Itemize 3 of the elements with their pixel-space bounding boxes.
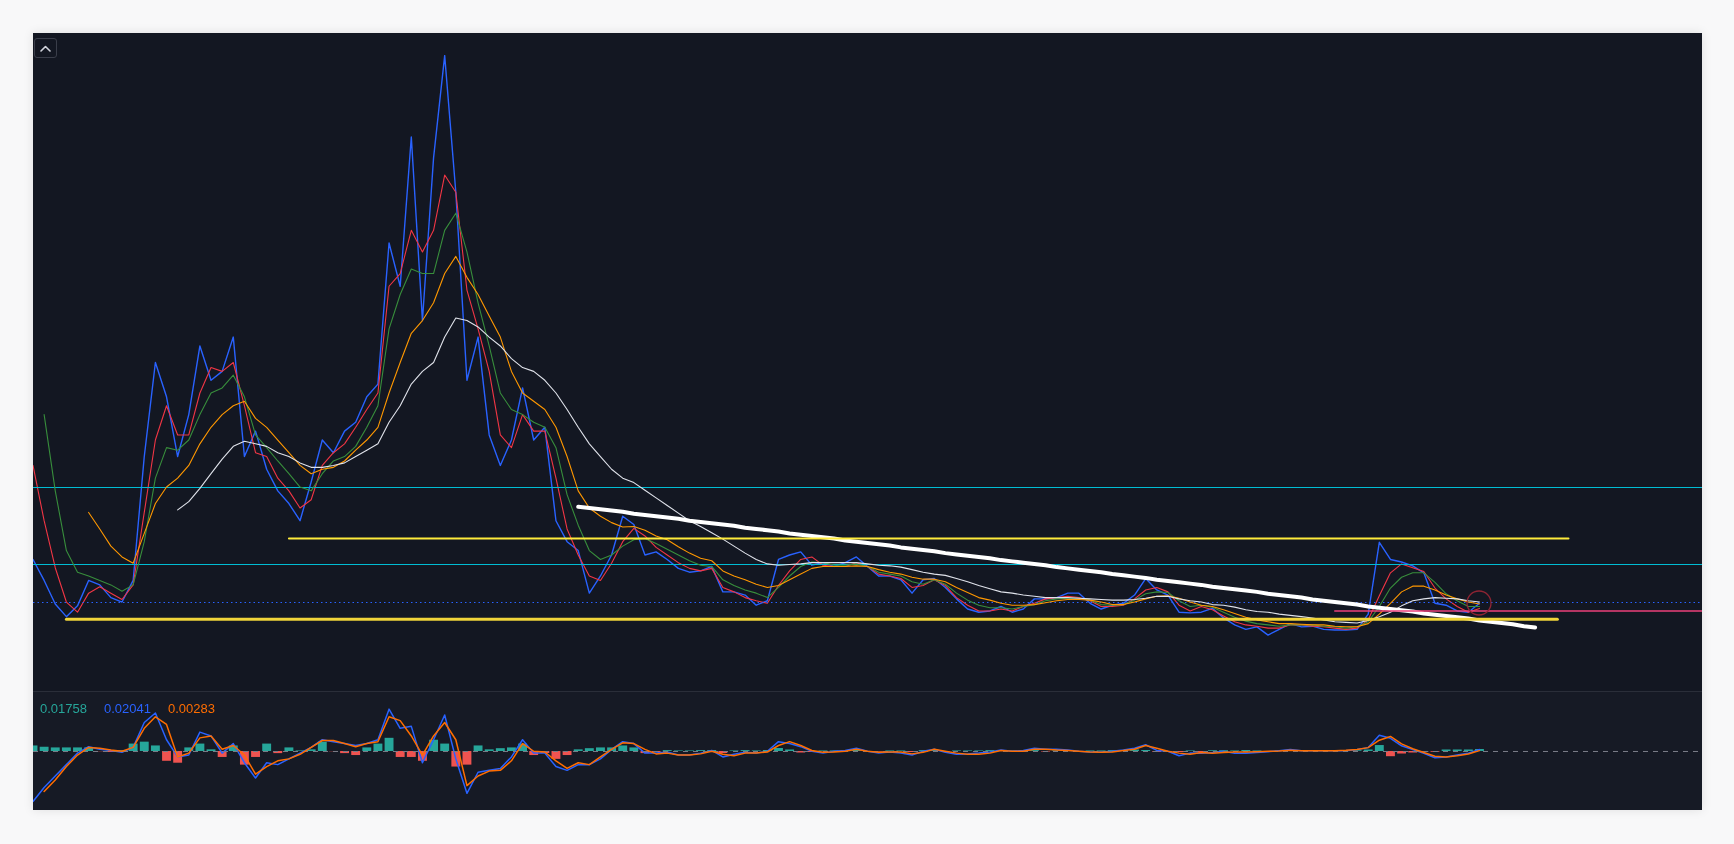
text: 0.01758: [40, 701, 87, 716]
series-label: 0.02041: [103, 701, 151, 716]
series-label: 0.00283: [167, 701, 215, 716]
